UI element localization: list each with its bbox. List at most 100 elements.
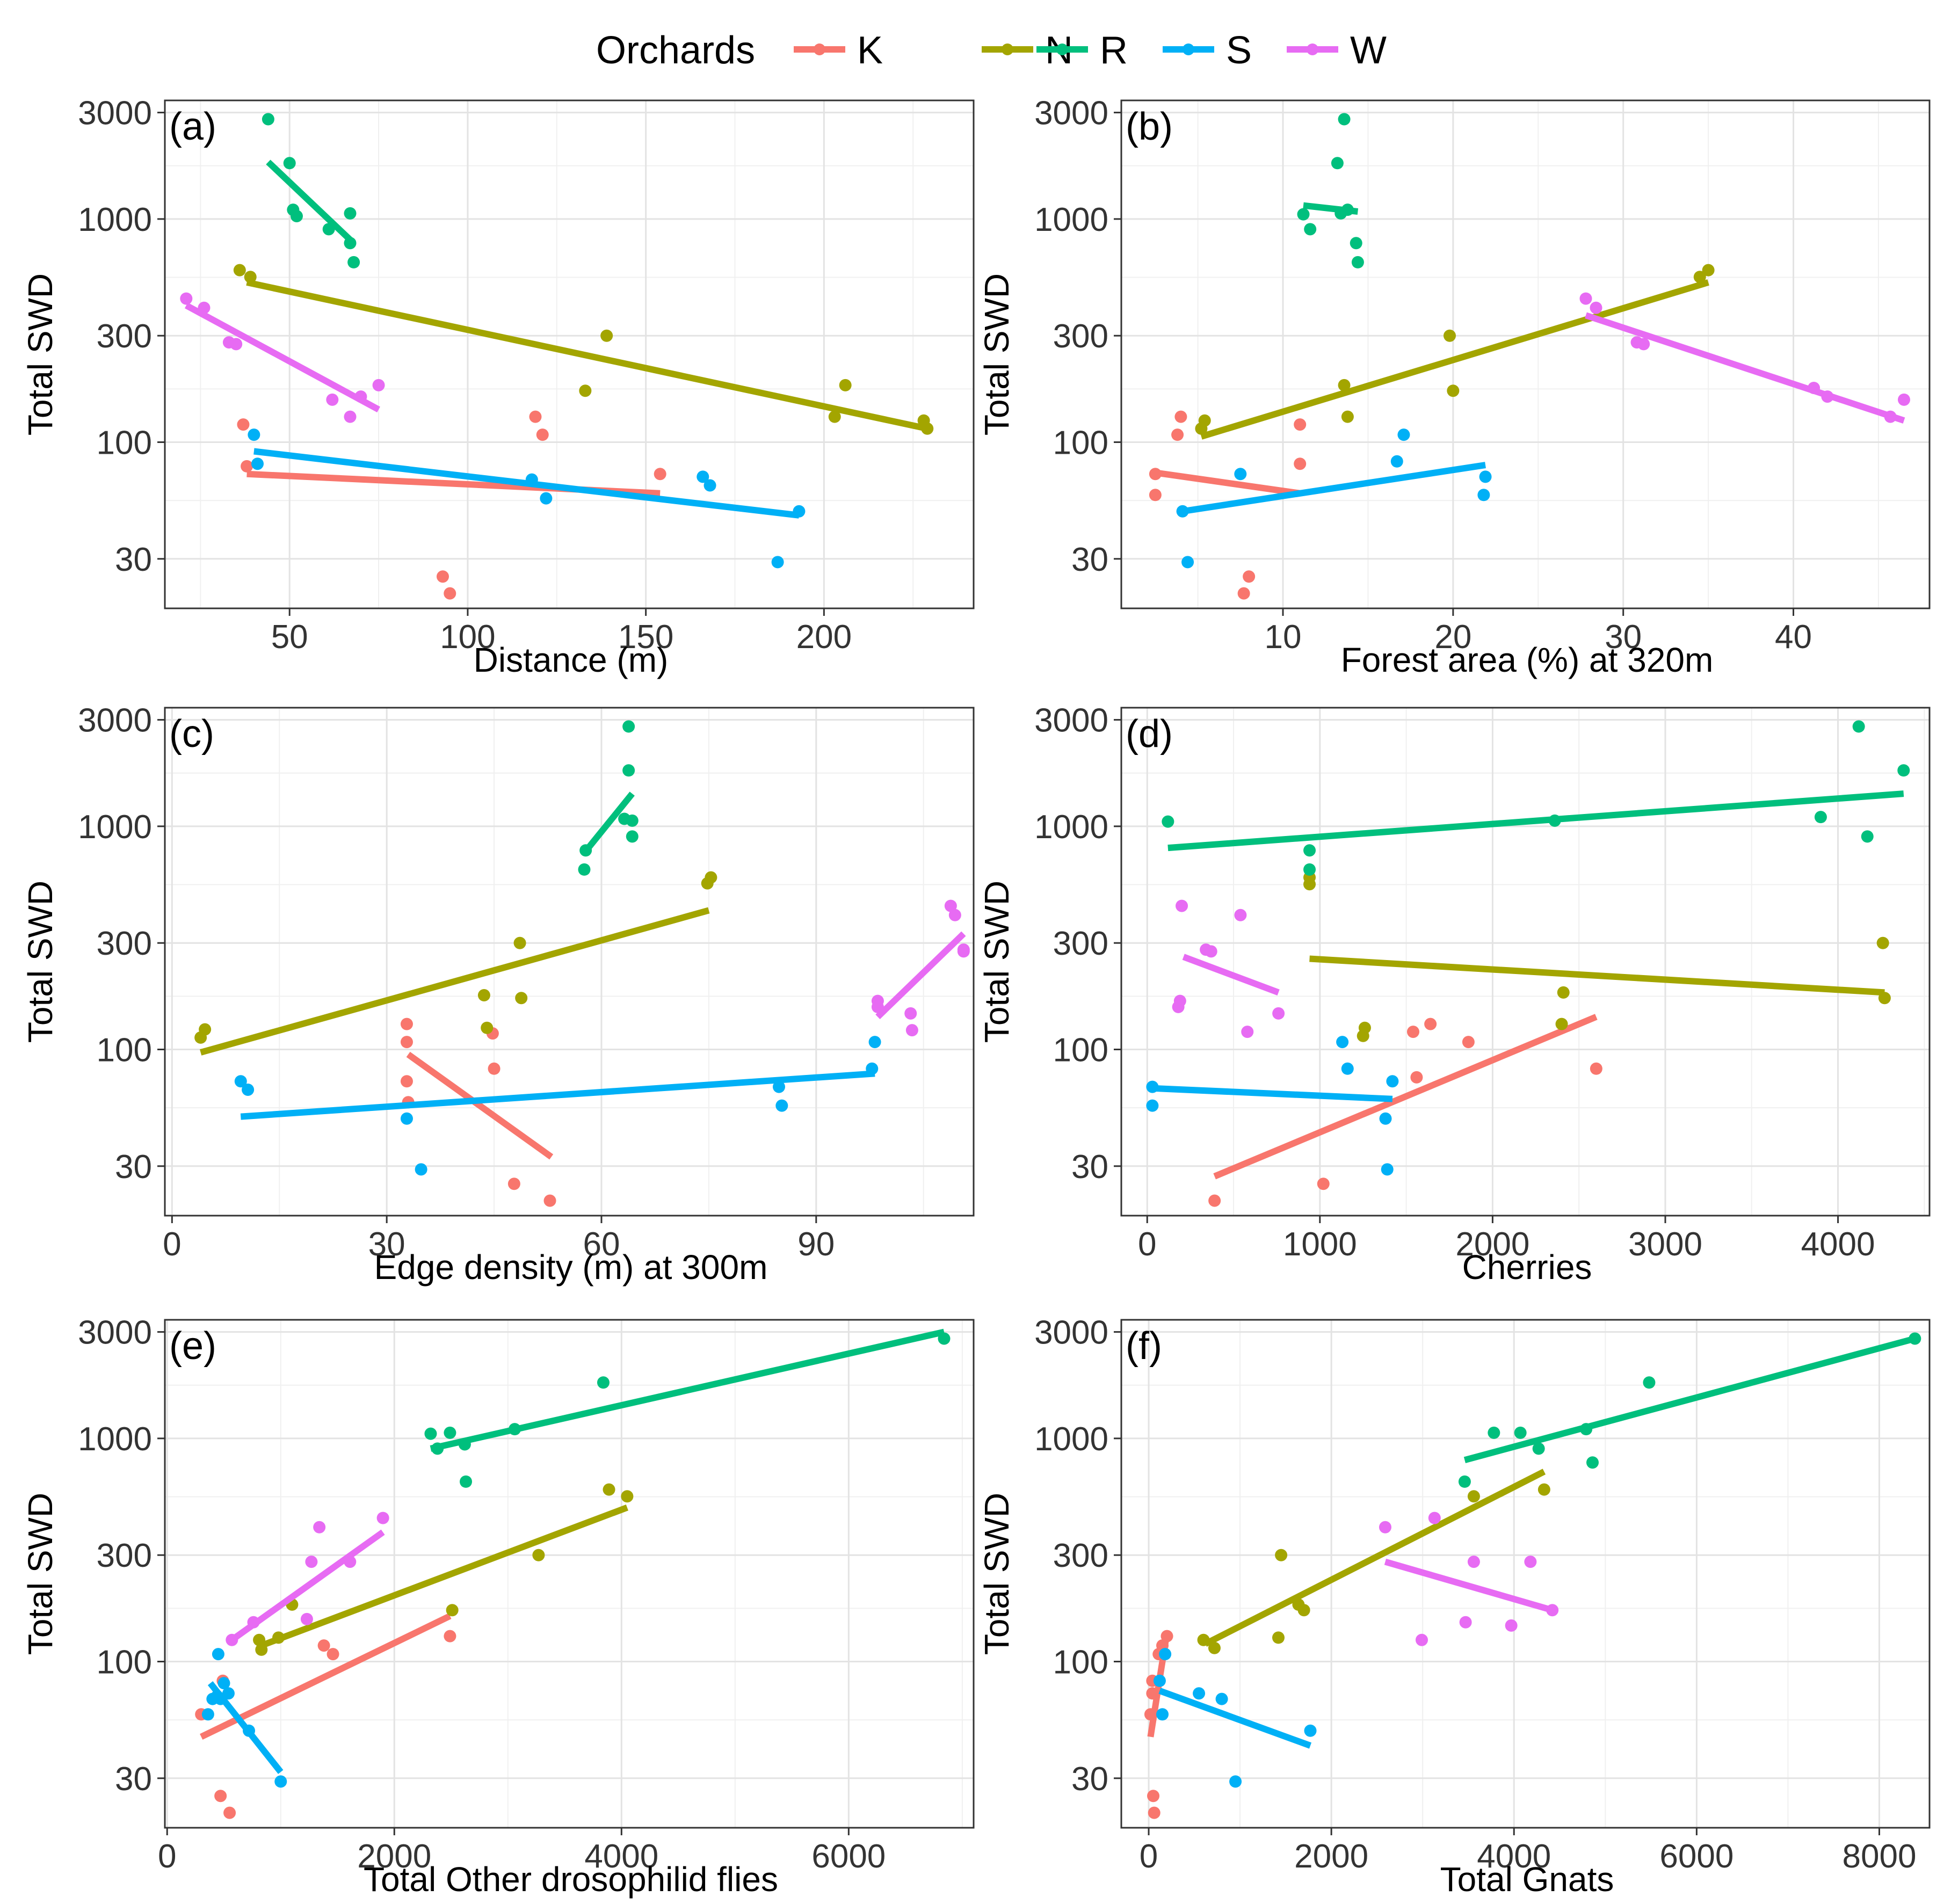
fit-line	[1182, 462, 1486, 515]
y-tick-label: 300	[97, 925, 152, 962]
data-point	[1144, 1708, 1157, 1721]
series-n	[233, 264, 934, 435]
data-point	[223, 1806, 236, 1819]
legend-entry-w: W	[1287, 29, 1387, 72]
x-tick-label: 2000	[357, 1838, 431, 1875]
data-point	[866, 1062, 879, 1075]
legend-key-point	[1183, 43, 1194, 55]
data-point	[344, 207, 357, 220]
data-point	[1153, 1674, 1166, 1687]
data-point	[626, 830, 639, 843]
x-tick-label: 20	[1434, 619, 1471, 656]
data-point	[1241, 1026, 1254, 1038]
series-n	[1195, 264, 1715, 440]
data-point	[198, 301, 211, 314]
panel-b: 10 20 30 40 30 100 300 1000 3000 (b) Forest area (…	[977, 95, 1931, 679]
legend-key-point	[814, 43, 825, 55]
data-point	[1338, 113, 1351, 126]
data-point	[1304, 1724, 1317, 1737]
x-tick-label: 50	[271, 619, 308, 656]
data-point	[1146, 1687, 1159, 1700]
data-point	[1537, 1483, 1550, 1496]
legend-title: Orchards	[596, 29, 755, 72]
series-s	[248, 428, 806, 569]
panel-label: (e)	[169, 1325, 216, 1368]
data-point	[344, 410, 357, 423]
data-point	[234, 1075, 247, 1088]
data-point	[1350, 237, 1362, 250]
x-tick-label: 4000	[1801, 1226, 1875, 1263]
data-point	[347, 256, 360, 268]
y-axis-title: Total SWD	[977, 1493, 1016, 1655]
axes: 0 30 60 90 30 100 300 1000 3000	[78, 702, 835, 1263]
data-point	[828, 410, 841, 423]
data-point	[1458, 1475, 1471, 1488]
series-r	[1458, 1332, 1921, 1488]
panel-border	[164, 707, 975, 1217]
data-point	[1424, 1018, 1437, 1030]
legend-label: R	[1100, 29, 1128, 72]
series-w	[226, 1511, 389, 1646]
data-point	[1557, 986, 1570, 999]
data-point	[540, 492, 553, 505]
data-point	[327, 1648, 339, 1661]
x-axis-title: Cherries	[1462, 1248, 1592, 1287]
fit-line	[1200, 279, 1709, 440]
series-r	[424, 1328, 951, 1488]
data-point	[1505, 1619, 1518, 1632]
data-point	[1379, 1112, 1392, 1125]
series-r	[578, 720, 639, 876]
gridlines	[1121, 1320, 1930, 1828]
data-point	[948, 909, 961, 921]
data-point	[1447, 384, 1460, 397]
data-point	[180, 292, 193, 305]
legend: Orchards KNRSW	[596, 29, 1387, 72]
series-n	[1197, 1469, 1550, 1654]
legend-key-point	[1307, 43, 1318, 55]
data-point	[222, 1687, 235, 1700]
data-point	[1294, 457, 1307, 470]
y-tick-label: 3000	[1034, 95, 1108, 132]
data-point	[1415, 1633, 1428, 1646]
data-point	[1146, 1080, 1159, 1093]
y-tick-label: 1000	[78, 809, 152, 846]
axes: 10 20 30 40 30 100 300 1000 3000	[1034, 95, 1812, 656]
x-tick-label: 60	[583, 1226, 620, 1263]
data-point	[1702, 264, 1715, 277]
data-point	[1590, 301, 1602, 314]
fit-line	[1585, 312, 1905, 424]
data-point	[1390, 455, 1403, 468]
x-tick-label: 4000	[1477, 1838, 1551, 1875]
fit-line	[266, 159, 356, 246]
y-axis-title: Total SWD	[21, 273, 60, 435]
x-tick-label: 2000	[1294, 1838, 1368, 1875]
data-point	[1897, 764, 1910, 777]
data-point	[300, 1612, 313, 1625]
data-point	[1580, 1423, 1593, 1436]
data-point	[247, 1616, 260, 1629]
panel-a: 50 100 150 200 30 100 300 1000 3000 (a) Distance (…	[21, 95, 975, 679]
legend-key-point	[1002, 43, 1013, 55]
data-point	[305, 1556, 318, 1568]
y-tick-label: 100	[1053, 1031, 1108, 1069]
data-point	[444, 1630, 456, 1643]
y-axis-title: Total SWD	[21, 881, 60, 1043]
data-point	[579, 384, 592, 397]
panel-border	[164, 1319, 975, 1829]
data-point	[241, 460, 253, 473]
legend-label: K	[857, 29, 883, 72]
y-axis-title: Total SWD	[977, 881, 1016, 1043]
data-point	[839, 379, 852, 391]
y-tick-label: 3000	[78, 95, 152, 132]
data-point	[201, 1708, 214, 1721]
data-point	[532, 1549, 545, 1561]
data-point	[1173, 994, 1186, 1007]
data-point	[458, 1438, 471, 1451]
data-point	[1358, 1021, 1371, 1034]
y-tick-label: 30	[1071, 541, 1108, 578]
fit-line	[1384, 1558, 1554, 1614]
data-point	[543, 1194, 556, 1207]
series-w	[1379, 1511, 1559, 1646]
data-point	[424, 1427, 437, 1440]
